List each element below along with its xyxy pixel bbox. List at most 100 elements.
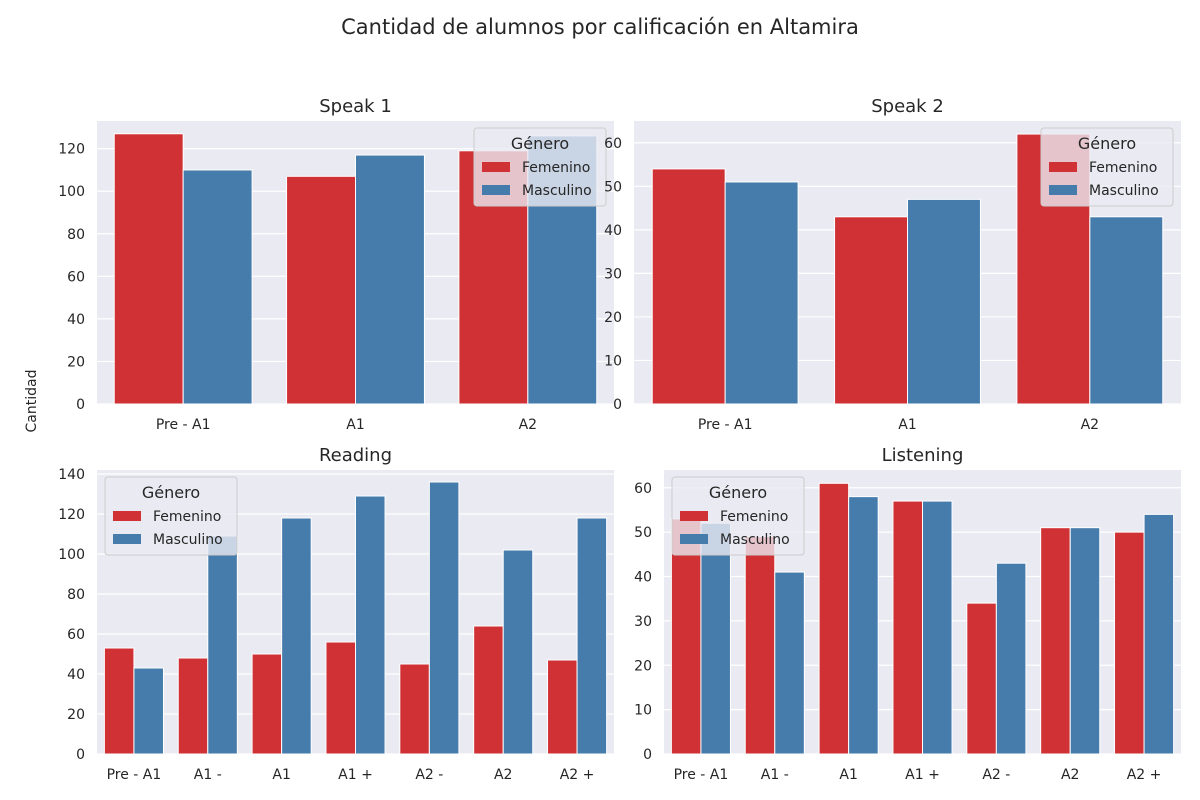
legend-entry: Masculino <box>1089 183 1159 199</box>
x-tick-label: A1 + <box>905 767 940 783</box>
y-tick-label: 100 <box>58 547 85 563</box>
bar-masculino-5 <box>428 481 460 755</box>
bar-masculino-7 <box>576 517 608 755</box>
bar-femenino-1 <box>113 133 184 405</box>
bar-masculino-2 <box>355 154 425 405</box>
legend-entry: Femenino <box>720 509 788 525</box>
x-tick-label: A1 <box>272 767 290 783</box>
panel-title: Listening <box>882 445 964 466</box>
bar-femenino-7 <box>1114 531 1145 755</box>
legend-swatch <box>113 511 141 521</box>
bar-masculino-3 <box>281 517 312 755</box>
y-tick-label: 140 <box>58 467 85 483</box>
bar-masculino-2 <box>907 198 981 405</box>
y-tick-label: 40 <box>67 312 85 328</box>
legend-entry: Femenino <box>153 509 221 525</box>
y-tick-label: 40 <box>634 570 652 586</box>
x-tick-label: A2 <box>1081 417 1099 433</box>
y-tick-label: 50 <box>634 525 652 541</box>
bar-masculino-1 <box>700 522 731 755</box>
x-tick-label: A2 - <box>415 767 443 783</box>
x-tick-label: A2 - <box>982 767 1010 783</box>
chart-panel-4: 0 10 20 30 40 50 60 Pre - A1 A1 - A1 A1 + A2 - A2 A2 … <box>634 445 1181 783</box>
y-tick-label: 0 <box>643 747 652 763</box>
legend-title: Género <box>709 483 767 502</box>
bar-femenino-3 <box>818 482 850 755</box>
x-tick-label: A2 <box>494 767 512 783</box>
y-tick-label: 40 <box>604 223 622 239</box>
legend: Género Femenino Masculino <box>473 127 607 207</box>
y-tick-label: 0 <box>613 397 622 413</box>
bar-femenino-5 <box>966 602 997 755</box>
legend-entry: Masculino <box>522 183 592 199</box>
y-tick-label: 10 <box>604 353 622 369</box>
y-tick-label: 100 <box>58 184 85 200</box>
panel-title: Speak 2 <box>871 96 944 117</box>
legend-entry: Masculino <box>720 532 790 548</box>
y-tick-label: 50 <box>604 179 622 195</box>
x-tick-label: A2 <box>1061 767 1079 783</box>
legend-swatch <box>482 162 510 172</box>
y-tick-label: 60 <box>67 627 85 643</box>
y-tick-label: 60 <box>67 269 85 285</box>
bar-masculino-7 <box>1143 513 1175 755</box>
x-tick-label: A1 <box>898 417 916 433</box>
bar-femenino-3 <box>251 653 283 755</box>
legend: Género Femenino Masculino <box>1040 127 1174 207</box>
bar-femenino-1 <box>103 647 135 755</box>
x-tick-label: A2 + <box>560 767 595 783</box>
bar-femenino-2 <box>834 216 908 405</box>
bar-masculino-3 <box>1089 216 1164 405</box>
bar-femenino-6 <box>473 625 504 755</box>
bar-masculino-3 <box>848 496 879 755</box>
legend-swatch <box>113 534 141 544</box>
legend-swatch <box>1049 162 1077 172</box>
x-tick-label: A1 + <box>338 767 373 783</box>
panel-title: Reading <box>319 445 392 466</box>
legend-swatch <box>1049 185 1077 195</box>
bar-femenino-2 <box>286 175 357 405</box>
legend-title: Género <box>511 134 569 153</box>
chart-panel-2: 0 10 20 30 40 50 60 Pre - A1 A1 A2 Speak 2 Género Fe… <box>604 96 1181 433</box>
x-tick-label: A1 - <box>761 767 789 783</box>
bar-masculino-5 <box>995 562 1027 755</box>
bar-femenino-4 <box>892 500 924 755</box>
x-tick-label: Pre - A1 <box>674 767 729 783</box>
y-tick-label: 60 <box>634 481 652 497</box>
y-tick-label: 10 <box>634 703 652 719</box>
x-tick-label: Pre - A1 <box>156 417 211 433</box>
bar-femenino-1 <box>651 168 726 405</box>
y-tick-label: 30 <box>634 614 652 630</box>
legend-title: Género <box>1078 134 1136 153</box>
chart-panel-3: 0 20 40 60 80 100 120 140 Pre - A1 A1 - A1 A1 + A2 -… <box>58 445 614 783</box>
bar-femenino-4 <box>325 641 357 755</box>
y-tick-label: 0 <box>76 747 85 763</box>
y-tick-label: 80 <box>67 587 85 603</box>
bar-femenino-2 <box>744 536 776 755</box>
panel-title: Speak 1 <box>319 96 392 117</box>
y-tick-label: 40 <box>67 667 85 683</box>
y-tick-label: 60 <box>604 136 622 152</box>
legend: Género Femenino Masculino <box>671 476 805 556</box>
legend-title: Género <box>142 483 200 502</box>
y-tick-label: 0 <box>76 397 85 413</box>
figure-title: Cantidad de alumnos por calificación en … <box>341 15 859 39</box>
bar-masculino-1 <box>182 169 253 405</box>
x-tick-label: Pre - A1 <box>698 417 753 433</box>
y-tick-label: 80 <box>67 227 85 243</box>
bar-femenino-2 <box>177 657 209 755</box>
bar-masculino-4 <box>922 500 953 755</box>
bar-masculino-4 <box>355 495 386 755</box>
x-tick-label: A1 - <box>194 767 222 783</box>
bar-femenino-6 <box>1040 527 1071 755</box>
y-tick-label: 30 <box>604 266 622 282</box>
y-tick-label: 120 <box>58 507 85 523</box>
bar-femenino-7 <box>547 659 578 755</box>
bar-masculino-6 <box>1069 527 1101 755</box>
legend: Género Femenino Masculino <box>104 476 238 556</box>
legend-swatch <box>482 185 510 195</box>
y-axis-label: Cantidad <box>24 370 40 433</box>
legend-entry: Femenino <box>1089 160 1157 176</box>
